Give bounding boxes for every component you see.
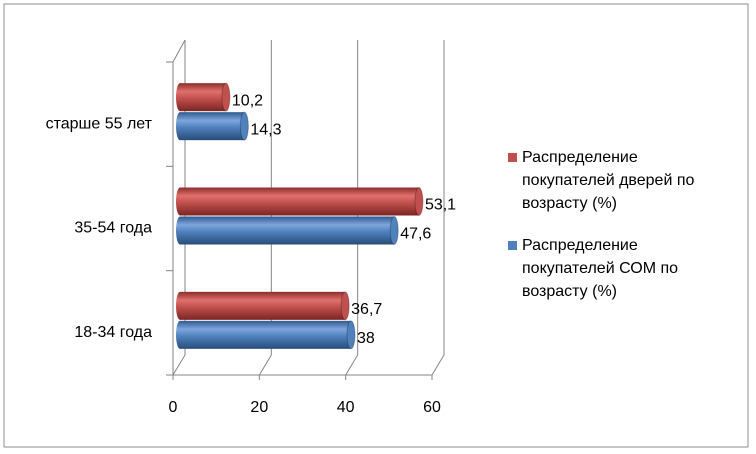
x-tick-label: 0: [169, 399, 178, 416]
y-tick-label: старше 55 лет: [46, 115, 153, 132]
value-label: 38: [357, 330, 375, 347]
legend-label: Распределение покупателей дверей по возр…: [522, 149, 695, 212]
bar-end-cap: [340, 291, 350, 321]
legend-label: Распределение покупателей СОМ по возраст…: [522, 237, 679, 300]
bar: [180, 187, 419, 216]
bar-start-cap: [176, 187, 184, 216]
x-tick-label: 60: [423, 399, 441, 416]
x-tick-label: 20: [250, 399, 268, 416]
bar-end-cap: [239, 111, 249, 141]
value-label: 53,1: [425, 197, 456, 214]
bar-end-cap: [346, 320, 356, 350]
legend-swatch: [508, 241, 517, 250]
grid-line: [345, 40, 359, 376]
y-tick-label: 18-34 года: [74, 324, 152, 341]
bar-start-cap: [176, 112, 184, 141]
x-tick-label: 40: [337, 399, 355, 416]
bar-start-cap: [176, 216, 184, 245]
grid-line: [258, 40, 272, 376]
legend-item: Распределение покупателей дверей по возр…: [508, 146, 732, 215]
value-label: 10,2: [232, 92, 263, 109]
legend-item: Распределение покупателей СОМ по возраст…: [508, 234, 732, 303]
bar: [180, 320, 351, 349]
bar-start-cap: [176, 320, 184, 349]
bar-end-cap: [389, 216, 399, 245]
bar: [180, 291, 346, 320]
bar-start-cap: [176, 291, 184, 320]
value-label: 36,7: [351, 301, 382, 318]
bar-end-cap: [221, 82, 231, 112]
value-label: 47,6: [400, 226, 431, 243]
bar-end-cap: [414, 187, 424, 216]
value-label: 14,3: [250, 121, 281, 138]
axis-edge: [172, 39, 186, 63]
bar: [180, 216, 395, 245]
grid-line: [172, 40, 186, 376]
legend-swatch: [508, 153, 517, 162]
bar: [180, 112, 245, 141]
grid-line: [431, 40, 445, 376]
bar: [180, 83, 226, 112]
bar-start-cap: [176, 83, 184, 112]
y-tick-label: 35-54 года: [74, 220, 152, 237]
